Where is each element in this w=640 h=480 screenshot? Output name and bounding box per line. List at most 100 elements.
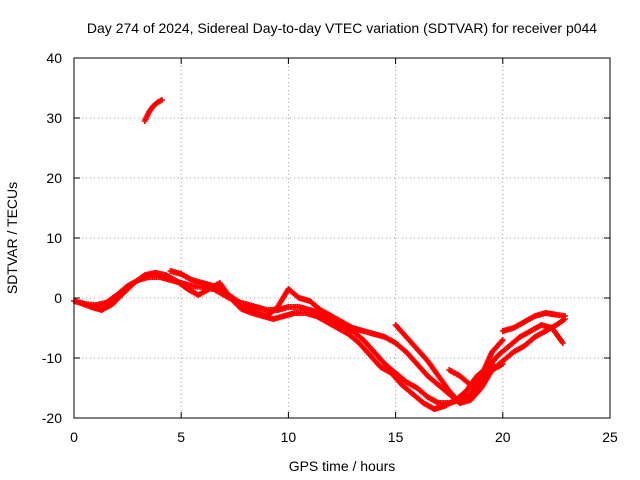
data-point [561, 313, 568, 319]
data-point [77, 299, 84, 306]
data-point [285, 286, 292, 292]
data-point [441, 403, 448, 409]
data-point [242, 304, 249, 310]
data-point [521, 319, 528, 325]
data-point [167, 268, 174, 274]
data-point [356, 340, 363, 346]
y-tick-label: 40 [46, 50, 62, 66]
y-tick-label: 30 [46, 110, 62, 126]
data-point [231, 296, 238, 303]
data-point [152, 269, 159, 276]
data-point [360, 337, 367, 343]
data-point [478, 385, 485, 391]
data-point [178, 271, 185, 277]
data-point [263, 307, 270, 313]
data-point [446, 388, 453, 394]
data-point [210, 283, 217, 289]
data-point [489, 361, 496, 367]
data-point [414, 346, 421, 352]
series-track [78, 270, 565, 412]
data-point [506, 343, 513, 349]
data-point [109, 301, 116, 307]
data-point [456, 400, 463, 406]
data-point [349, 325, 356, 331]
data-point [435, 373, 442, 379]
data-point [435, 382, 442, 388]
data-point [553, 311, 560, 318]
data-point [392, 340, 399, 346]
data-point [392, 322, 399, 328]
data-point [306, 298, 313, 304]
data-point [88, 304, 95, 310]
data-point [285, 304, 292, 310]
data-point [414, 361, 421, 367]
data-point [317, 307, 324, 313]
data-point [381, 361, 388, 367]
data-point [527, 328, 534, 334]
data-point [120, 290, 127, 297]
data-point [499, 328, 506, 334]
y-tick-label: 20 [46, 170, 62, 186]
data-point [98, 307, 105, 313]
data-point [253, 304, 260, 310]
data-point [253, 310, 260, 316]
data-point [431, 406, 438, 412]
data-point [323, 319, 330, 325]
data-point [531, 334, 538, 340]
data-point [409, 391, 416, 397]
data-point [371, 331, 378, 337]
data-point [221, 289, 228, 295]
y-tick-label: 10 [46, 230, 62, 246]
data-point [424, 373, 431, 379]
x-tick-label: 15 [388, 429, 404, 445]
data-point [499, 361, 506, 367]
y-axis-label: SDTVAR / TECUs [4, 182, 20, 294]
data-point [154, 99, 161, 106]
data-point [158, 97, 165, 103]
data-point [195, 292, 202, 298]
data-point [510, 325, 517, 331]
data-point [371, 349, 378, 355]
data-point [467, 382, 474, 388]
data-point [403, 334, 410, 340]
data-point [146, 109, 153, 115]
data-point [334, 325, 341, 331]
data-point [199, 280, 206, 286]
data-point [463, 388, 470, 394]
data-point [531, 313, 538, 319]
data-point [538, 322, 545, 328]
data-point [388, 370, 395, 376]
y-tick-label: -20 [42, 410, 62, 426]
data-point [510, 349, 517, 355]
data-point [150, 103, 157, 109]
data-point [188, 283, 195, 289]
data-point [420, 400, 427, 406]
data-point [163, 272, 170, 279]
series-track [447, 362, 494, 387]
x-tick-label: 10 [281, 429, 297, 445]
data-point [542, 310, 549, 316]
chart-title: Day 274 of 2024, Sidereal Day-to-day VTE… [87, 20, 597, 36]
data-point [377, 364, 384, 370]
y-tick-label: -10 [42, 350, 62, 366]
series-track [72, 274, 567, 406]
data-point [424, 358, 431, 364]
x-tick-label: 20 [495, 429, 511, 445]
data-point [381, 334, 388, 340]
data-point [263, 313, 270, 319]
data-point [328, 313, 335, 319]
data-point [281, 313, 288, 319]
x-tick-label: 5 [177, 429, 185, 445]
x-tick-label: 0 [70, 429, 78, 445]
data-point [399, 382, 406, 388]
data-point [467, 391, 474, 397]
data-point [456, 373, 463, 379]
data-point [345, 331, 352, 337]
data-point [131, 280, 138, 286]
data-point [478, 373, 485, 379]
data-point [141, 272, 148, 279]
data-point [424, 394, 431, 400]
data-point [521, 343, 528, 349]
x-axis-label: GPS time / hours [289, 458, 396, 474]
